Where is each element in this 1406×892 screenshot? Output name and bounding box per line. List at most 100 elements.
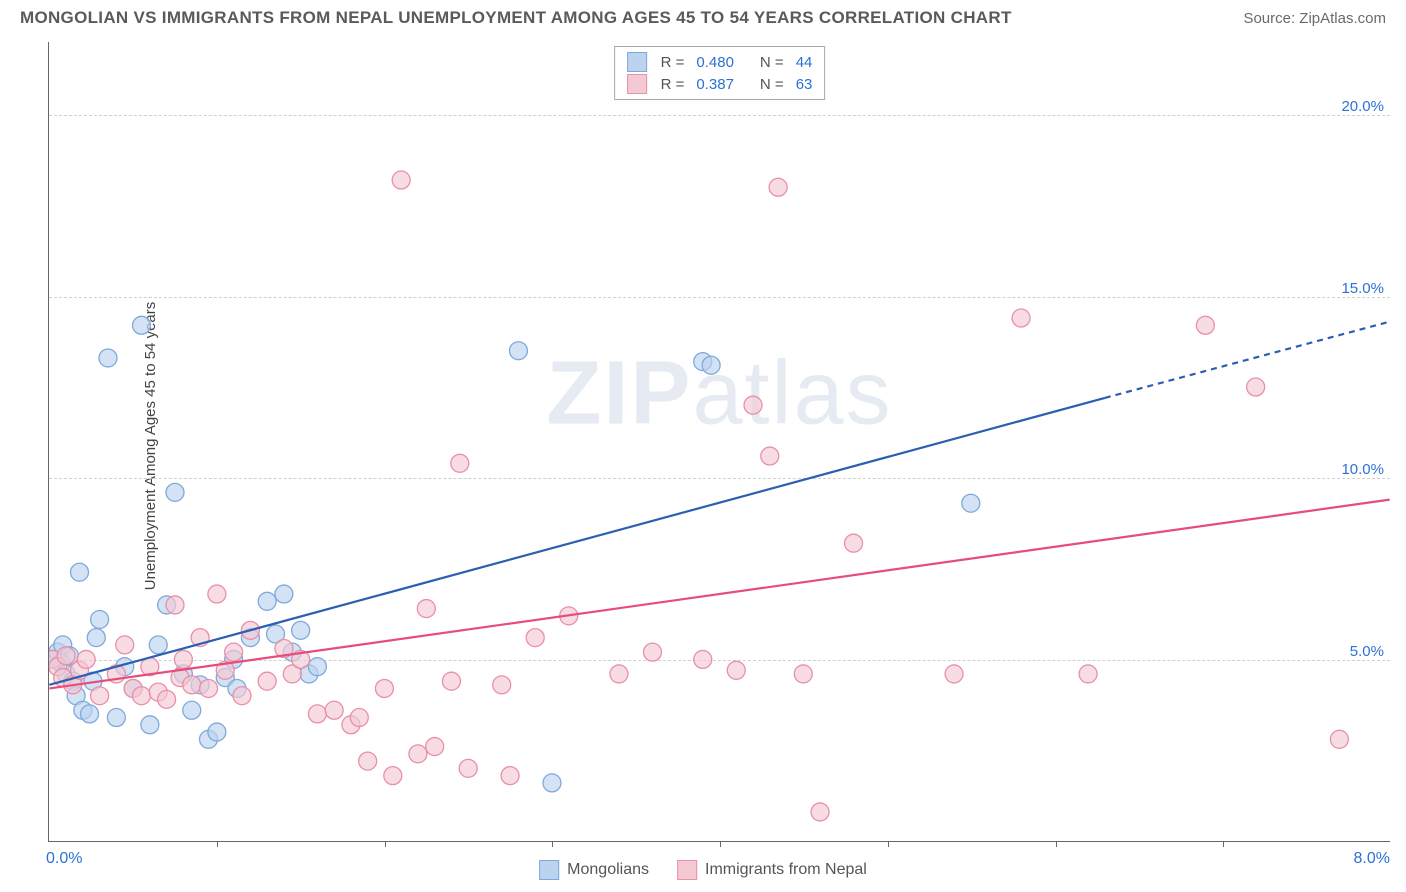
data-point — [794, 665, 812, 683]
r-value: 0.480 — [696, 54, 734, 71]
x-tick — [888, 841, 889, 847]
data-point — [359, 752, 377, 770]
data-point — [1012, 309, 1030, 327]
data-point — [727, 661, 745, 679]
data-point — [57, 647, 75, 665]
r-label: R = — [661, 76, 685, 93]
data-point — [1247, 378, 1265, 396]
x-tick — [720, 841, 721, 847]
x-tick — [217, 841, 218, 847]
data-point — [258, 592, 276, 610]
data-point — [258, 672, 276, 690]
data-point — [174, 650, 192, 668]
data-point — [225, 643, 243, 661]
data-point — [116, 636, 134, 654]
legend-series-item: Immigrants from Nepal — [677, 860, 867, 880]
legend-stats-box: R = 0.480 N = 44 R = 0.387 N = 63 — [614, 46, 826, 100]
data-point — [945, 665, 963, 683]
n-label: N = — [760, 76, 784, 93]
r-label: R = — [661, 54, 685, 71]
data-point — [509, 342, 527, 360]
data-point — [132, 687, 150, 705]
n-label: N = — [760, 54, 784, 71]
trend-line — [49, 398, 1105, 685]
data-point — [183, 701, 201, 719]
data-point — [493, 676, 511, 694]
data-point — [141, 716, 159, 734]
data-point — [702, 356, 720, 374]
data-point — [426, 738, 444, 756]
data-point — [107, 709, 125, 727]
scatter-svg — [49, 42, 1390, 841]
data-point — [132, 316, 150, 334]
data-point — [1196, 316, 1214, 334]
data-point — [501, 767, 519, 785]
data-point — [292, 621, 310, 639]
data-point — [87, 629, 105, 647]
source-label: Source: ZipAtlas.com — [1243, 10, 1386, 27]
data-point — [308, 705, 326, 723]
data-point — [166, 596, 184, 614]
legend-swatch — [539, 860, 559, 880]
data-point — [71, 563, 89, 581]
data-point — [610, 665, 628, 683]
data-point — [526, 629, 544, 647]
data-point — [91, 610, 109, 628]
data-point — [233, 687, 251, 705]
data-point — [208, 723, 226, 741]
trend-line — [49, 500, 1389, 689]
legend-swatch — [677, 860, 697, 880]
legend-swatch — [627, 52, 647, 72]
chart-title: MONGOLIAN VS IMMIGRANTS FROM NEPAL UNEMP… — [20, 8, 1012, 28]
data-point — [208, 585, 226, 603]
legend-bottom: Mongolians Immigrants from Nepal — [539, 860, 867, 880]
data-point — [643, 643, 661, 661]
data-point — [845, 534, 863, 552]
legend-stat-row: R = 0.387 N = 63 — [627, 73, 813, 95]
x-tick — [552, 841, 553, 847]
data-point — [81, 705, 99, 723]
data-point — [91, 687, 109, 705]
chart-plot-area: ZIPatlas R = 0.480 N = 44 R = 0.387 N = … — [48, 42, 1390, 842]
data-point — [375, 679, 393, 697]
r-value: 0.387 — [696, 76, 734, 93]
data-point — [694, 650, 712, 668]
data-point — [308, 658, 326, 676]
data-point — [350, 709, 368, 727]
legend-series-label: Immigrants from Nepal — [705, 861, 867, 879]
n-value: 44 — [796, 54, 813, 71]
data-point — [811, 803, 829, 821]
x-axis-max-label: 8.0% — [1354, 850, 1390, 868]
data-point — [158, 690, 176, 708]
data-point — [744, 396, 762, 414]
data-point — [761, 447, 779, 465]
data-point — [99, 349, 117, 367]
x-tick — [385, 841, 386, 847]
data-point — [962, 494, 980, 512]
data-point — [384, 767, 402, 785]
data-point — [183, 676, 201, 694]
data-point — [149, 636, 167, 654]
data-point — [459, 759, 477, 777]
data-point — [409, 745, 427, 763]
data-point — [1079, 665, 1097, 683]
data-point — [769, 178, 787, 196]
data-point — [417, 600, 435, 618]
x-axis-origin-label: 0.0% — [46, 850, 82, 868]
legend-series-item: Mongolians — [539, 860, 649, 880]
data-point — [200, 679, 218, 697]
x-tick — [1056, 841, 1057, 847]
legend-series-label: Mongolians — [567, 861, 649, 879]
data-point — [1330, 730, 1348, 748]
x-tick — [1223, 841, 1224, 847]
n-value: 63 — [796, 76, 813, 93]
data-point — [166, 483, 184, 501]
data-point — [77, 650, 95, 668]
data-point — [442, 672, 460, 690]
data-point — [275, 585, 293, 603]
data-point — [392, 171, 410, 189]
data-point — [325, 701, 343, 719]
legend-stat-row: R = 0.480 N = 44 — [627, 51, 813, 73]
data-point — [543, 774, 561, 792]
legend-swatch — [627, 74, 647, 94]
